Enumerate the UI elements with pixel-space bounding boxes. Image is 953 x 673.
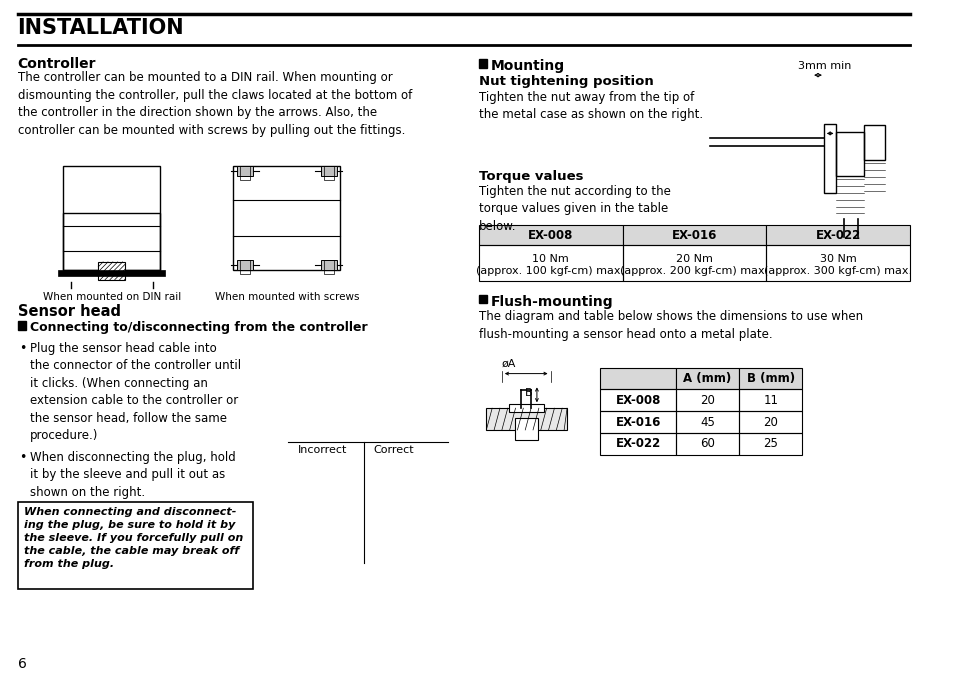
Text: Controller: Controller (17, 57, 96, 71)
Bar (478, 59, 487, 68)
Bar (676, 411, 739, 433)
Text: B (mm): B (mm) (746, 372, 794, 385)
Text: Plug the sensor head cable into
the connector of the controller until
it clicks.: Plug the sensor head cable into the conn… (30, 342, 241, 442)
Bar (320, 166, 336, 176)
Text: øA: øA (501, 359, 516, 369)
Text: Flush-mounting: Flush-mounting (491, 295, 613, 308)
Bar (739, 433, 801, 455)
Text: Tighten the nut according to the
torque values given in the table
below.: Tighten the nut according to the torque … (478, 185, 670, 233)
Bar (514, 418, 537, 440)
Bar (320, 260, 336, 270)
Text: A (mm): A (mm) (682, 372, 731, 385)
Text: 20 Nm
(approx. 200 kgf-cm) max.: 20 Nm (approx. 200 kgf-cm) max. (619, 254, 768, 276)
Text: 45: 45 (700, 415, 715, 429)
Text: 20: 20 (762, 415, 778, 429)
Bar (823, 124, 835, 192)
Text: EX-022: EX-022 (615, 437, 660, 450)
Text: Tighten the nut away from the tip of
the metal case as shown on the right.: Tighten the nut away from the tip of the… (478, 91, 702, 121)
Bar (237, 260, 253, 270)
Bar (739, 411, 801, 433)
Bar (240, 166, 250, 180)
Bar (324, 260, 334, 274)
Bar (676, 367, 739, 390)
Text: EX-008: EX-008 (615, 394, 660, 406)
Text: 3mm min: 3mm min (797, 61, 850, 71)
Bar (478, 245, 622, 281)
Bar (237, 166, 253, 176)
Text: Connecting to/disconnecting from the controller: Connecting to/disconnecting from the con… (30, 321, 368, 334)
Bar (58, 270, 165, 276)
Text: 60: 60 (700, 437, 715, 450)
Bar (739, 367, 801, 390)
Text: When connecting and disconnect-
ing the plug, be sure to hold it by
the sleeve. : When connecting and disconnect- ing the … (24, 507, 243, 569)
Bar (486, 409, 566, 430)
Text: EX-016: EX-016 (615, 415, 660, 429)
Text: Nut tightening position: Nut tightening position (478, 75, 653, 88)
Text: •: • (19, 451, 27, 464)
Bar (836, 133, 862, 176)
Text: 6: 6 (17, 658, 27, 671)
Text: EX-008: EX-008 (527, 229, 573, 242)
Bar (63, 213, 160, 270)
Bar (478, 295, 487, 304)
Bar (599, 433, 676, 455)
Bar (98, 262, 126, 280)
Text: Mounting: Mounting (491, 59, 565, 73)
Bar (508, 404, 543, 412)
Bar (599, 390, 676, 411)
Bar (622, 245, 765, 281)
Bar (599, 367, 676, 390)
Text: 25: 25 (762, 437, 778, 450)
Text: EX-022: EX-022 (815, 229, 861, 242)
Text: 30 Nm
(approx. 300 kgf-cm) max.: 30 Nm (approx. 300 kgf-cm) max. (763, 254, 912, 276)
Text: B: B (525, 388, 533, 398)
Bar (765, 245, 909, 281)
Bar (17, 502, 253, 589)
Bar (739, 390, 801, 411)
Text: INSTALLATION: INSTALLATION (17, 17, 184, 38)
Bar (622, 225, 765, 245)
Text: Sensor head: Sensor head (17, 304, 120, 320)
Bar (676, 433, 739, 455)
Text: The controller can be mounted to a DIN rail. When mounting or
dismounting the co: The controller can be mounted to a DIN r… (17, 71, 412, 137)
Text: When disconnecting the plug, hold
it by the sleeve and pull it out as
shown on t: When disconnecting the plug, hold it by … (30, 451, 235, 499)
Bar (233, 166, 340, 270)
Bar (765, 225, 909, 245)
Text: EX-016: EX-016 (671, 229, 717, 242)
Bar (862, 125, 884, 160)
Bar (599, 411, 676, 433)
Text: Correct: Correct (374, 445, 414, 455)
Text: Torque values: Torque values (478, 170, 582, 183)
Bar (17, 321, 27, 330)
Text: 20: 20 (700, 394, 715, 406)
Text: When mounted with screws: When mounted with screws (214, 291, 359, 302)
Text: Incorrect: Incorrect (297, 445, 347, 455)
Bar (63, 166, 160, 270)
Text: 11: 11 (762, 394, 778, 406)
Text: The diagram and table below shows the dimensions to use when
flush-mounting a se: The diagram and table below shows the di… (478, 310, 862, 341)
Bar (676, 390, 739, 411)
Bar (324, 166, 334, 180)
Text: When mounted on DIN rail: When mounted on DIN rail (43, 291, 181, 302)
Bar (240, 260, 250, 274)
Text: •: • (19, 342, 27, 355)
Text: 10 Nm
(approx. 100 kgf-cm) max.: 10 Nm (approx. 100 kgf-cm) max. (476, 254, 624, 276)
Bar (478, 225, 622, 245)
